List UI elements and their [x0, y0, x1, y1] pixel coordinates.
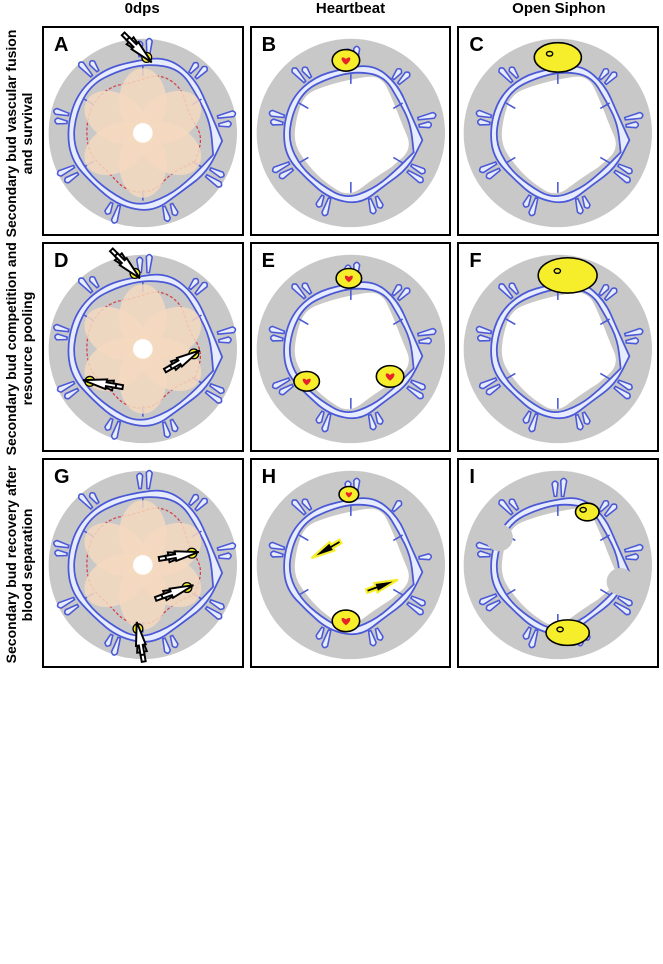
panel-letter: B	[262, 34, 276, 57]
panel-H: H	[250, 458, 452, 668]
panel-A: A	[42, 26, 244, 236]
row-label-1: Secondary bud vascular fusion and surviv…	[0, 26, 38, 241]
row-label-3-text: Secondary bud recovery after blood separ…	[3, 457, 35, 672]
row-label-3: Secondary bud recovery after blood separ…	[0, 457, 38, 672]
col-header-opensiphon: Open Siphon	[455, 0, 663, 22]
figure: 0dps Heartbeat Open Siphon Secondary bud…	[0, 0, 663, 672]
panel-C: C	[457, 26, 659, 236]
panel-letter: I	[469, 466, 475, 489]
col-header-0dps: 0dps	[38, 0, 246, 22]
panel-letter: D	[54, 250, 68, 273]
panel-letter: H	[262, 466, 276, 489]
row-label-1-text: Secondary bud vascular fusion and surviv…	[3, 26, 35, 241]
panel-D: D	[42, 242, 244, 452]
row-label-2: Secondary bud competition and resource p…	[0, 241, 38, 456]
panel-letter: E	[262, 250, 275, 273]
col-header-heartbeat: Heartbeat	[246, 0, 454, 22]
panel-B: B	[250, 26, 452, 236]
panel-F: F	[457, 242, 659, 452]
panel-G: G	[42, 458, 244, 668]
panel-letter: A	[54, 34, 68, 57]
row-label-2-text: Secondary bud competition and resource p…	[3, 241, 35, 456]
column-headers: 0dps Heartbeat Open Siphon	[38, 0, 663, 22]
panel-letter: F	[469, 250, 481, 273]
row-labels: Secondary bud vascular fusion and surviv…	[0, 26, 38, 672]
panel-E: E	[250, 242, 452, 452]
panel-letter: C	[469, 34, 483, 57]
panel-letter: G	[54, 466, 70, 489]
panel-grid: A B C D E F G H I	[38, 22, 663, 672]
panel-I: I	[457, 458, 659, 668]
